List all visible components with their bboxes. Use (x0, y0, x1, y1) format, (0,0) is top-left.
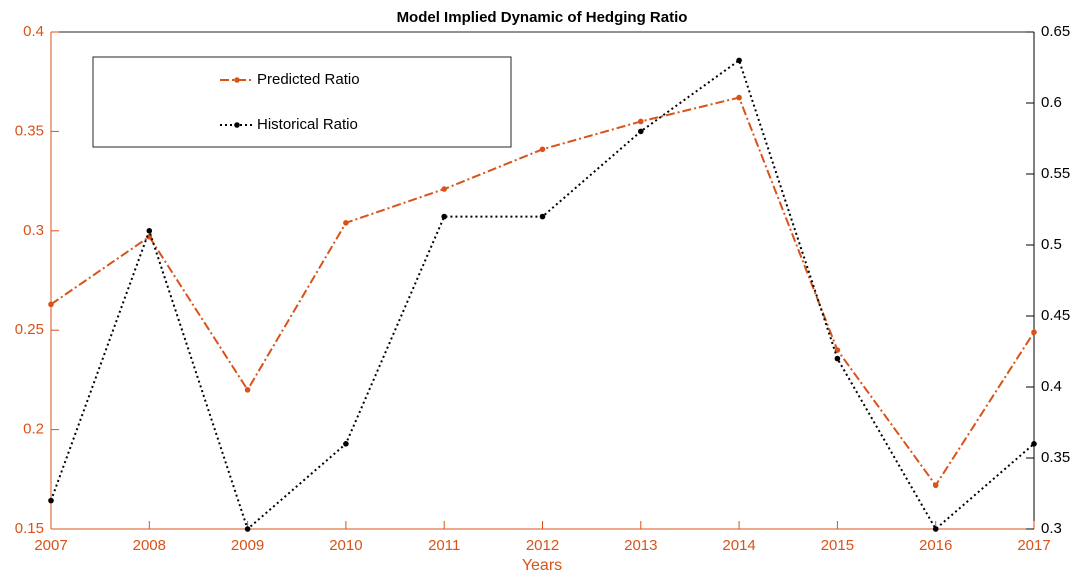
y2-tick-label: 0.35 (1041, 449, 1070, 466)
x-tick-label: 2011 (428, 537, 460, 554)
point (932, 526, 939, 532)
point (441, 213, 448, 220)
y2-tick-label: 0.45 (1041, 307, 1070, 324)
series-line (50, 58, 1035, 531)
legend-label: Predicted Ratio (257, 71, 360, 88)
point (638, 118, 644, 125)
x-tick-label: 2017 (1017, 537, 1050, 554)
point (539, 146, 546, 153)
point (1031, 441, 1037, 447)
y-tick-label: 0.15 (15, 520, 44, 537)
y2-tick-label: 0.6 (1041, 94, 1062, 111)
point (146, 228, 153, 234)
x-axis-label: Years (522, 557, 562, 574)
chart-title: Model Implied Dynamic of Hedging Ratio (397, 9, 688, 26)
x-tick-label: 2010 (329, 537, 362, 554)
x-tick-label: 2016 (919, 537, 952, 554)
legend-box (92, 56, 512, 148)
point (441, 186, 448, 192)
point (736, 57, 742, 64)
point (48, 497, 54, 504)
y2-tick-label: 0.3 (1041, 520, 1062, 537)
point (343, 220, 349, 226)
x-tick-label: 2013 (624, 537, 657, 554)
point (244, 387, 251, 393)
point (736, 94, 742, 101)
point (48, 301, 54, 308)
y2-tick-label: 0.65 (1041, 23, 1070, 40)
point (539, 213, 546, 220)
x-tick-label: 2015 (821, 537, 854, 554)
legend-label: Historical Ratio (257, 116, 358, 133)
point (638, 128, 644, 135)
x-tick-label: 2012 (526, 537, 559, 554)
y-tick-label: 0.35 (15, 122, 44, 139)
legend-marker (234, 77, 240, 83)
legend-marker (234, 122, 240, 128)
y2-tick-label: 0.4 (1041, 378, 1062, 395)
x-tick-label: 2009 (231, 537, 264, 554)
x-tick-label: 2008 (133, 537, 166, 554)
y-tick-label: 0.2 (23, 421, 44, 438)
y-tick-label: 0.3 (23, 222, 44, 239)
point (343, 441, 349, 447)
y-tick-label: 0.25 (15, 321, 44, 338)
y2-tick-label: 0.55 (1041, 165, 1070, 182)
point (932, 482, 939, 489)
point (244, 526, 251, 532)
x-tick-label: 2007 (34, 537, 67, 554)
y-tick-label: 0.4 (23, 23, 44, 40)
y2-tick-label: 0.5 (1041, 236, 1062, 253)
series-line (50, 96, 1035, 488)
point (834, 355, 841, 362)
point (1031, 329, 1037, 335)
x-tick-label: 2014 (722, 537, 755, 554)
